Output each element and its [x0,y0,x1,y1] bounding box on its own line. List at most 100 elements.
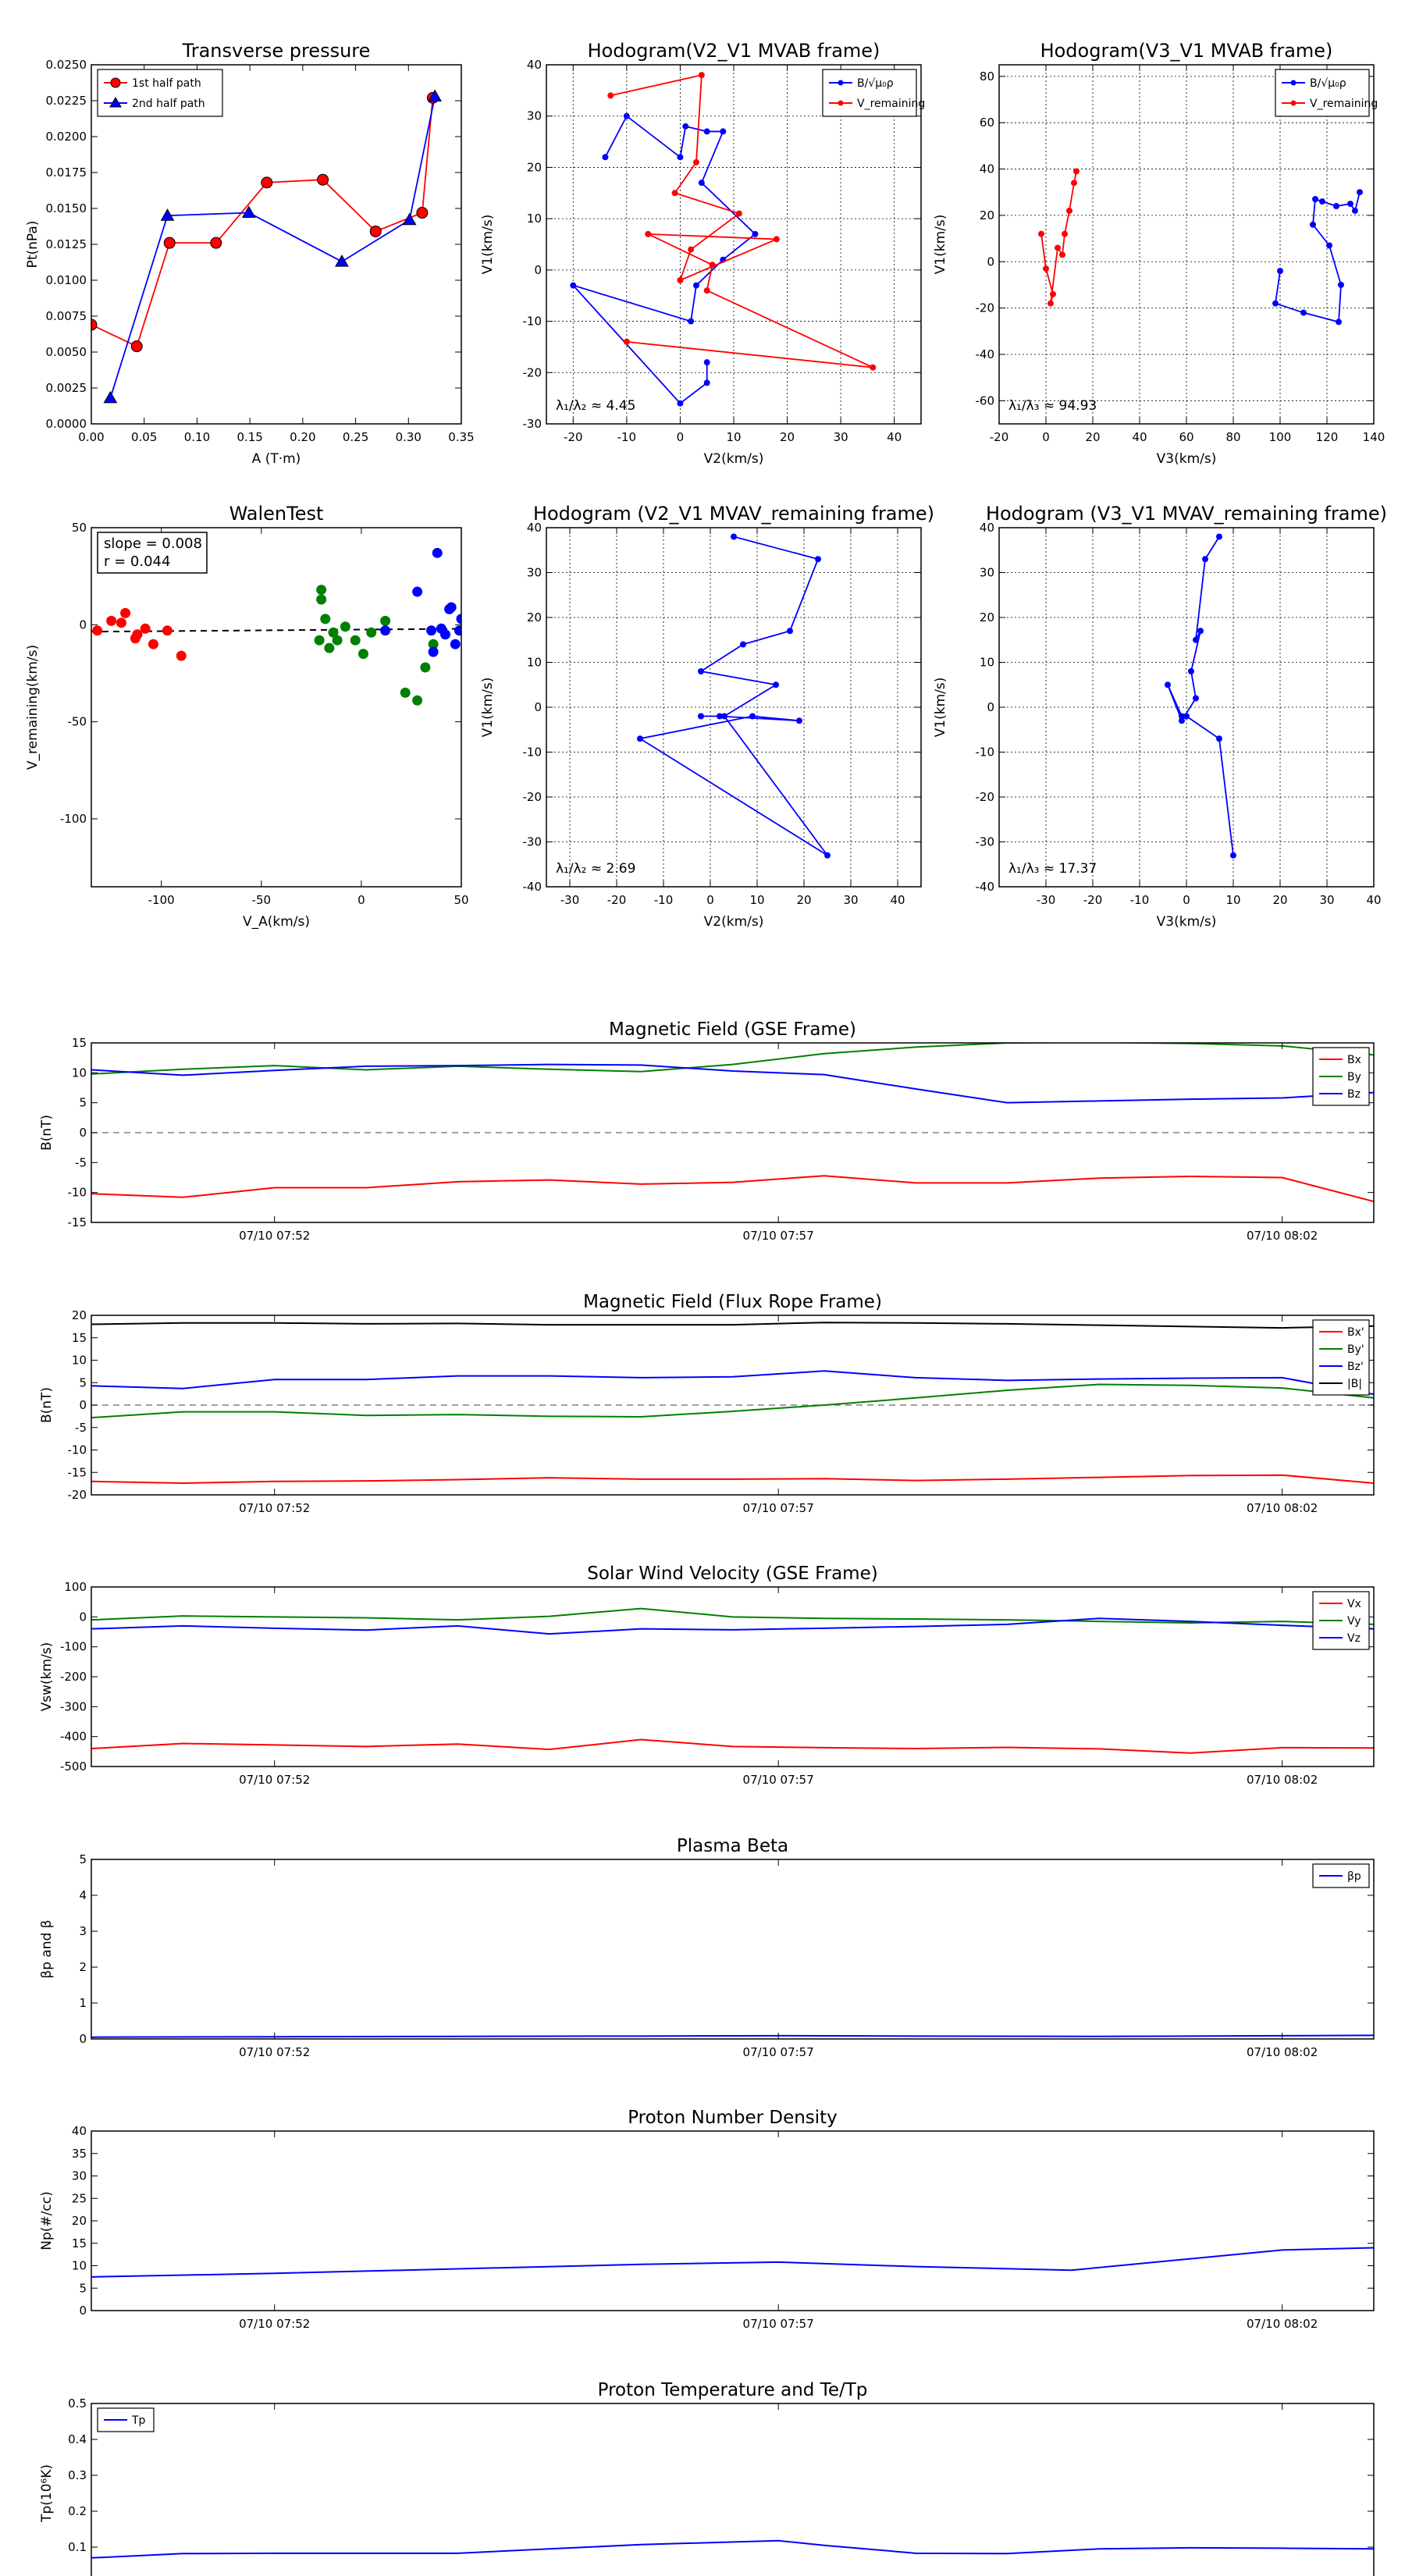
data-point [140,623,151,634]
data-point [106,615,117,626]
y-tick-label: -30 [976,835,995,849]
data-point [1048,300,1054,307]
y-tick-label: -500 [60,1759,87,1774]
data-point [1059,251,1065,258]
plot-frame [91,64,462,425]
y-tick-label: 60 [980,116,994,130]
y-tick-label: 0.0075 [46,309,87,323]
y-axis-label: V1(km/s) [933,678,948,738]
hodogram-v2-v1-mvav-chart: -30 -20 -10 0 10 20 30 40-40-30-20-10010203040H… [480,503,934,930]
data-point [1071,180,1077,187]
legend-label: Tp [131,2414,146,2427]
data-point [773,681,779,688]
fit-line [91,628,462,633]
x-tick-label: -50 [252,893,272,907]
y-tick-label: 5 [79,1375,87,1389]
x-tick-label: 07/10 07:57 [743,1773,814,1787]
data-point [357,649,368,660]
x-tick-label: 0.25 [343,430,368,444]
legend-label: V_remaining [1310,98,1378,110]
data-point [416,207,429,219]
y-tick-label: -300 [60,1699,87,1713]
series-2 [380,547,461,657]
series-vy [91,1607,1374,1625]
series-0 [637,533,831,859]
data-point [1333,203,1339,210]
y-tick-label: 0.0025 [46,381,87,395]
y-tick-label: 0.0225 [46,94,87,108]
y-tick-label: 40 [980,521,994,535]
x-tick-label: 07/10 08:02 [1247,2317,1318,2331]
data-point [1062,230,1068,237]
series-line [91,1474,1374,1485]
y-tick-label: 0.0250 [46,58,87,72]
x-tick-label: 07/10 07:57 [743,1229,814,1243]
y-tick-label: 80 [980,69,994,84]
grid-lines [998,65,1375,424]
y-tick-label: 20 [72,1308,87,1322]
data-point [428,639,439,649]
data-point [1338,281,1344,288]
data-point [824,852,831,859]
series-1st-half-path [91,91,439,353]
data-point [428,89,443,101]
y-tick-label: -100 [60,1640,87,1654]
y-tick-label: -10 [523,315,542,329]
data-point [721,713,727,720]
y-tick-label: 35 [72,2147,87,2161]
x-tick-label: 50 [454,893,468,907]
data-point [91,318,98,331]
x-tick-label: 100 [1269,430,1292,444]
chart-title: Magnetic Field (Flux Rope Frame) [583,1292,882,1312]
x-tick-label: 0.30 [396,430,422,444]
y-tick-label: 20 [980,610,994,624]
data-point [607,92,614,99]
data-point [1179,713,1185,720]
series--b- [91,1322,1374,1329]
transverse-pressure-chart: 0.00 0.05 0.10 0.15 0.20 0.25 0.30 0.35 0.0000 0.… [25,40,475,467]
y-tick-label: 0.1 [68,2540,87,2554]
y-tick-label: -50 [68,715,87,729]
data-point [703,359,710,366]
x-axis-label: V2(km/s) [704,914,764,930]
data-point [1310,221,1316,228]
series-bz- [91,1370,1374,1396]
y-tick-label: 10 [527,656,542,670]
x-tick-label: 40 [1366,893,1381,907]
y-tick-label: 5 [79,1096,87,1110]
data-point [1038,230,1044,237]
data-point [1357,189,1363,196]
y-tick-label: -20 [523,365,542,379]
data-point [350,635,361,646]
series-line [91,1370,1374,1396]
x-tick-label: 0.00 [78,430,104,444]
data-point [132,629,143,640]
x-axis-label: V3(km/s) [1157,914,1217,930]
grid-lines [999,527,1375,888]
data-point [400,687,411,698]
data-point [1352,207,1358,214]
x-axis-label: A (T·m) [252,451,301,467]
x-tick-label: 0 [357,893,365,907]
x-tick-label: 20 [1085,430,1100,444]
x-tick-label: 30 [1319,893,1334,907]
legend-label: Bz' [1347,1361,1364,1373]
data-point [440,629,451,640]
y-tick-label: 0.2 [68,2504,87,2518]
y-tick-label: -200 [60,1670,87,1684]
series-tp [91,2539,1374,2559]
annotation-text: slope = 0.008 [104,535,202,552]
data-point [1312,196,1318,203]
data-point [698,668,704,674]
x-tick-label: 60 [1179,430,1193,444]
data-point [332,635,343,646]
y-tick-label: -15 [68,1465,87,1479]
x-tick-label: 0 [677,430,685,444]
y-tick-label: 0 [79,1126,87,1140]
annotation-text: λ₁/λ₃ ≈ 94.93 [1008,398,1097,414]
data-point [432,547,443,558]
x-tick-label: -10 [654,893,674,907]
x-tick-label: -30 [560,893,580,907]
data-point [682,123,689,130]
